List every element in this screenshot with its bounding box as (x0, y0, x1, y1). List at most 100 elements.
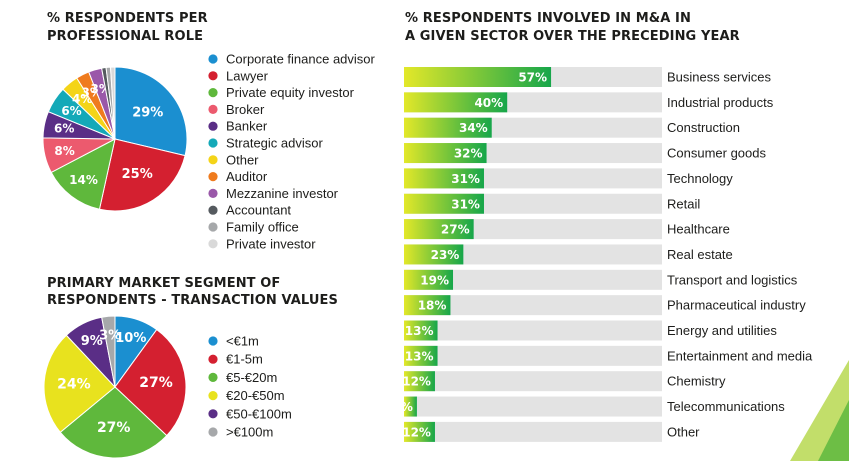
legend-marker-corporate-finance-advisor (208, 54, 218, 64)
bar-value-healthcare: 27% (441, 223, 470, 237)
bar-track-other (404, 421, 662, 442)
legend-marker-eur20-eur50m (208, 391, 218, 401)
legend-label-auditor: Auditor (226, 169, 268, 184)
bar-track-real-estate (404, 244, 662, 265)
legend-label-broker: Broker (226, 102, 265, 117)
bar-value-technology: 31% (451, 172, 480, 186)
bar-value-entertainment-and-media: 13% (405, 349, 434, 363)
sector-chart-title-line1: % RESPONDENTS INVOLVED IN M&A IN (405, 11, 691, 26)
role-chart-title-line1: % RESPONDENTS PER (47, 11, 208, 26)
segment-legend: <€1m €1-5m €5-€20m €20-€50m €50-€100m >€100m (208, 334, 292, 440)
pie-slice-lawyer (98, 138, 186, 212)
legend-label-gt-eur100m: >€100m (226, 425, 273, 440)
pie-label-lt-eur1m: 10% (115, 331, 146, 346)
legend-label-lawyer: Lawyer (226, 68, 269, 83)
pie-label-family-office: 1% (101, 58, 115, 67)
bar-other (404, 421, 435, 442)
bar-construction (404, 117, 492, 138)
bar-track-energy-and-utilities (404, 320, 662, 341)
bar-category-consumer-goods: Consumer goods (667, 146, 766, 161)
sector-bar-chart: 57% Business services 40% Industrial produc… (393, 67, 813, 442)
legend-label-strategic-advisor: Strategic advisor (226, 136, 323, 151)
bar-track-telecommunications (404, 396, 662, 417)
bar-category-pharmaceutical-industry: Pharmaceutical industry (667, 298, 806, 313)
legend-marker-lawyer (208, 71, 218, 81)
bar-value-business-services: 57% (518, 71, 547, 85)
bar-pharmaceutical-industry (404, 295, 451, 316)
legend-marker-private-investor (208, 239, 218, 249)
bar-consumer-goods (404, 143, 487, 164)
bar-track-chemistry (404, 371, 662, 392)
bar-healthcare (404, 219, 474, 240)
bar-retail (404, 193, 484, 214)
bar-category-healthcare: Healthcare (667, 222, 730, 237)
legend-marker-broker (208, 104, 218, 114)
segment-pie-chart: 10% 27% 27% 24% 9%3% (43, 315, 187, 459)
legend-label-corporate-finance-advisor: Corporate finance advisor (226, 52, 376, 67)
pie-label-banker: 6% (54, 122, 74, 136)
pie-label-corporate-finance-advisor: 29% (132, 106, 163, 121)
bar-category-transport-and-logistics: Transport and logistics (667, 272, 798, 287)
bar-category-industrial-products: Industrial products (667, 95, 774, 110)
bar-value-transport-and-logistics: 19% (420, 273, 449, 287)
legend-label-other: Other (226, 152, 259, 167)
pie-label-lawyer: 25% (122, 167, 153, 182)
bar-category-entertainment-and-media: Entertainment and media (667, 348, 813, 363)
legend-marker-eur50-eur100m (208, 409, 218, 419)
legend-label-private-equity-investor: Private equity investor (226, 85, 355, 100)
bar-category-chemistry: Chemistry (667, 374, 726, 389)
legend-marker-auditor (208, 172, 218, 182)
bar-value-industrial-products: 40% (474, 96, 503, 110)
legend-marker-strategic-advisor (208, 138, 218, 148)
legend-marker-lt-eur1m (208, 336, 218, 346)
legend-label-eur1-5m: €1-5m (226, 352, 263, 367)
legend-marker-other (208, 155, 218, 165)
bar-value-real-estate: 23% (431, 248, 460, 262)
bar-track-entertainment-and-media (404, 345, 662, 366)
legend-marker-eur5-eur20m (208, 372, 218, 382)
sector-chart-title-line2: A GIVEN SECTOR OVER THE PRECEDING YEAR (405, 29, 740, 44)
pie-label-eur50-eur100m: 9% (81, 334, 103, 349)
role-pie-chart: 29%25%14%8%6%6%4%3%3%1%1%1% (42, 57, 188, 212)
legend-marker-family-office (208, 222, 218, 232)
bar-technology (404, 168, 484, 189)
bar-category-retail: Retail (667, 196, 700, 211)
bar-real-estate (404, 244, 464, 265)
bar-category-real-estate: Real estate (667, 247, 733, 262)
legend-label-eur50-eur100m: €50-€100m (226, 406, 292, 421)
bar-energy-and-utilities (404, 320, 438, 341)
pie-slice-private-investor (109, 66, 116, 140)
pie-slice-corporate-finance-advisor (114, 66, 188, 157)
bar-entertainment-and-media (404, 345, 438, 366)
legend-label-mezzanine-investor: Mezzanine investor (226, 186, 339, 201)
bar-chemistry (404, 371, 435, 392)
pie-label-eur5-eur20m: 27% (97, 420, 131, 436)
legend-marker-gt-eur100m (208, 427, 218, 437)
pie-label-private-equity-investor: 14% (69, 173, 98, 187)
pie-label-broker: 8% (54, 144, 74, 158)
legend-marker-mezzanine-investor (208, 188, 218, 198)
bar-telecommunications (404, 396, 417, 417)
pie-label-private-investor: 1% (106, 57, 120, 66)
pie-slice-private-equity-investor (50, 138, 116, 210)
bar-value-energy-and-utilities: 13% (405, 324, 434, 338)
bar-value-consumer-goods: 32% (454, 147, 483, 161)
legend-label-banker: Banker (226, 119, 268, 134)
legend-marker-banker (208, 121, 218, 131)
pie-slice-eur5-eur20m (59, 386, 168, 459)
bar-track-pharmaceutical-industry (404, 295, 662, 316)
pie-label-strategic-advisor: 6% (61, 104, 81, 118)
pie-label-accountant: 1% (96, 58, 110, 67)
bar-value-chemistry: 12% (402, 375, 431, 389)
legend-marker-accountant (208, 205, 218, 215)
legend-label-private-investor: Private investor (226, 236, 316, 251)
pie-slice-eur20-eur50m (43, 334, 116, 433)
legend-label-eur5-eur20m: €5-€20m (226, 370, 277, 385)
bar-category-technology: Technology (667, 171, 733, 186)
segment-chart-title-line1: PRIMARY MARKET SEGMENT OF (47, 276, 281, 291)
legend-label-lt-eur1m: <€1m (226, 334, 259, 349)
pie-slice-eur1-5m (114, 328, 187, 437)
pie-label-eur1-5m: 27% (139, 375, 173, 391)
pie-slice-gt-eur100m (101, 315, 116, 388)
bar-track-transport-and-logistics (404, 269, 662, 290)
